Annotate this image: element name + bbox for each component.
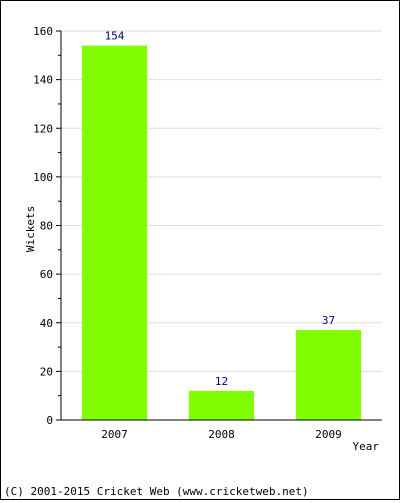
y-tick-label: 80: [40, 220, 53, 233]
y-tick-label: 60: [40, 268, 53, 281]
y-tick-label: 0: [46, 414, 53, 427]
copyright-footer: (C) 2001-2015 Cricket Web (www.cricketwe…: [4, 485, 309, 498]
data-label-2007: 154: [105, 30, 125, 43]
y-tick-label: 140: [33, 74, 53, 87]
data-label-2008: 12: [215, 375, 228, 388]
y-tick-label: 20: [40, 365, 53, 378]
y-tick-label: 160: [33, 25, 53, 38]
x-tick-label-2008: 2008: [208, 428, 235, 441]
x-tick-label-2007: 2007: [101, 428, 128, 441]
y-tick-label: 100: [33, 171, 53, 184]
x-tick-labels: 2007 2008 2009: [101, 428, 342, 441]
y-tick-label: 120: [33, 122, 53, 135]
x-axis-label: Year: [353, 440, 380, 453]
bar-2007: [81, 45, 148, 421]
data-label-2009: 37: [322, 314, 335, 327]
bar-2009: [295, 330, 362, 420]
bars: [81, 45, 362, 421]
y-axis-label: Wickets: [24, 206, 37, 252]
bar-2008: [188, 390, 255, 420]
axes: [56, 30, 382, 421]
x-tick-label-2009: 2009: [315, 428, 342, 441]
y-tick-label: 40: [40, 317, 53, 330]
y-tick-labels: 0 20 40 60 80 100 120 140 160: [33, 25, 53, 427]
data-labels: 154 12 37: [105, 30, 336, 388]
